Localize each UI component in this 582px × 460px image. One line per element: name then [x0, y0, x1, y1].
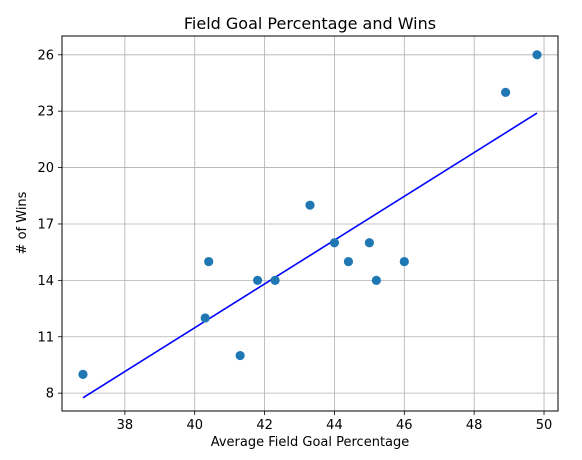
data-point: [78, 369, 88, 379]
y-tick-label: 14: [37, 274, 54, 289]
trendline: [82, 112, 538, 399]
x-tick-label: 40: [186, 418, 203, 433]
x-axis-label: Average Field Goal Percentage: [211, 435, 410, 450]
x-tick-label: 42: [256, 418, 273, 433]
data-point: [343, 256, 354, 267]
data-point: [371, 275, 381, 285]
plot-frame: [61, 35, 559, 412]
data-point: [270, 275, 280, 285]
points-group: [78, 50, 542, 379]
y-tick-label: 8: [46, 387, 54, 402]
data-point: [329, 238, 340, 248]
y-tick-label: 17: [37, 217, 54, 232]
data-point: [532, 50, 542, 60]
data-point: [235, 350, 245, 361]
data-point: [501, 87, 511, 97]
x-tick-label: 44: [326, 418, 343, 433]
x-tick-label: 48: [466, 418, 483, 433]
chart-title: Field Goal Percentage and Wins: [184, 14, 436, 33]
trendline-group: [82, 112, 538, 399]
data-point: [305, 200, 315, 210]
data-point: [253, 275, 263, 285]
x-tick-label: 50: [536, 418, 553, 433]
data-point: [200, 313, 210, 323]
y-tick-label: 26: [37, 48, 54, 63]
y-tick-label: 23: [37, 105, 54, 120]
data-point: [364, 238, 374, 248]
x-axis: 38 40 42 44 46 48 50: [117, 411, 553, 433]
y-axis: 8 11 14 17 20 23 26: [37, 48, 62, 402]
y-axis-label: # of Wins: [15, 191, 30, 254]
x-tick-label: 46: [396, 418, 413, 433]
x-tick-label: 38: [117, 418, 134, 433]
data-point: [204, 256, 214, 267]
data-point: [399, 256, 409, 267]
grid: [62, 36, 558, 411]
y-tick-label: 20: [37, 161, 54, 176]
y-tick-label: 11: [37, 330, 54, 345]
